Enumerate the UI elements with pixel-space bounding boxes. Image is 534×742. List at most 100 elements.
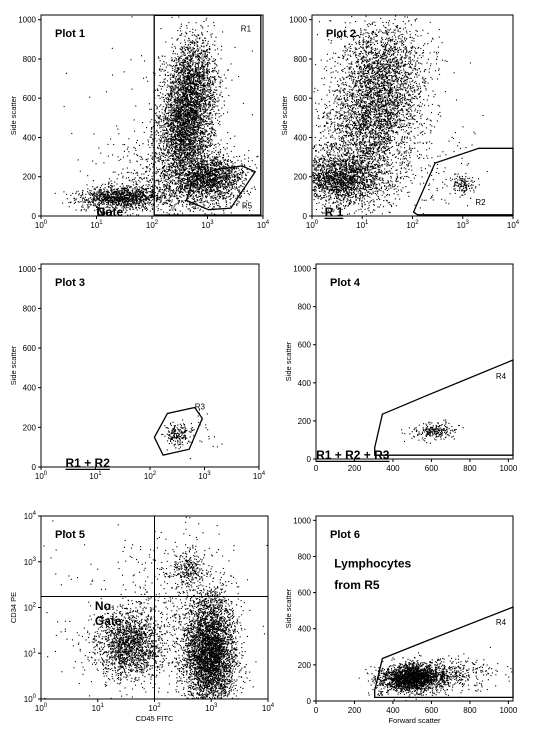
data-point xyxy=(181,50,183,52)
data-point xyxy=(168,167,170,169)
data-point xyxy=(203,163,205,165)
data-point xyxy=(187,130,189,132)
data-point xyxy=(184,93,186,95)
data-point xyxy=(177,67,179,69)
data-point xyxy=(167,75,169,77)
data-point xyxy=(190,148,192,150)
data-point xyxy=(165,119,167,121)
data-point xyxy=(192,155,194,157)
data-point xyxy=(178,114,180,116)
data-point xyxy=(176,145,178,147)
data-point xyxy=(184,72,186,74)
data-point xyxy=(189,101,191,103)
data-point xyxy=(208,104,210,106)
data-point xyxy=(211,56,213,58)
data-point xyxy=(160,120,162,122)
data-point xyxy=(158,180,160,182)
data-point xyxy=(143,77,145,79)
data-point xyxy=(192,161,194,163)
data-point xyxy=(190,50,192,52)
data-point xyxy=(199,77,201,79)
data-point xyxy=(184,148,186,150)
data-point xyxy=(183,71,185,73)
data-point xyxy=(183,166,185,168)
data-point xyxy=(164,55,166,57)
data-point xyxy=(187,113,189,115)
data-point xyxy=(214,60,216,62)
data-point xyxy=(161,112,163,114)
data-point xyxy=(209,85,211,87)
data-point xyxy=(175,76,177,78)
data-point xyxy=(190,85,192,87)
data-point xyxy=(195,111,197,113)
data-point xyxy=(192,169,194,171)
data-point xyxy=(170,89,172,91)
data-point xyxy=(199,80,201,82)
data-point xyxy=(223,104,225,106)
data-point xyxy=(198,101,200,103)
data-point xyxy=(203,87,205,89)
data-point xyxy=(190,59,192,61)
data-point xyxy=(225,174,227,176)
data-point xyxy=(244,158,246,160)
data-point xyxy=(183,61,185,63)
data-point xyxy=(174,104,176,106)
data-point xyxy=(205,130,207,132)
data-point xyxy=(184,66,186,68)
data-point xyxy=(208,187,210,189)
data-point xyxy=(170,167,172,169)
data-point xyxy=(207,85,209,87)
data-point xyxy=(190,99,192,101)
data-point xyxy=(205,172,207,174)
data-point xyxy=(193,72,195,74)
data-point xyxy=(198,38,200,40)
data-point xyxy=(187,100,189,102)
data-point xyxy=(202,128,204,130)
data-point xyxy=(163,121,165,123)
data-point xyxy=(197,88,199,90)
data-point xyxy=(207,99,209,101)
data-point xyxy=(170,136,172,138)
data-point xyxy=(193,110,195,112)
data-point xyxy=(192,155,194,157)
data-point xyxy=(206,109,208,111)
data-point xyxy=(185,144,187,146)
data-point xyxy=(192,101,194,103)
data-point xyxy=(183,170,185,172)
data-point xyxy=(186,124,188,126)
data-point xyxy=(212,69,214,71)
data-point xyxy=(192,31,194,33)
data-point xyxy=(183,99,185,101)
data-point xyxy=(182,123,184,125)
data-point xyxy=(184,149,186,151)
data-point xyxy=(192,116,194,118)
data-point xyxy=(205,120,207,122)
data-point xyxy=(163,166,165,168)
data-point xyxy=(196,73,198,75)
data-point xyxy=(181,98,183,100)
data-point xyxy=(202,77,204,79)
data-point xyxy=(195,183,197,185)
data-point xyxy=(189,191,191,193)
data-point xyxy=(199,82,201,84)
data-point xyxy=(190,114,192,116)
data-point xyxy=(225,177,227,179)
data-point xyxy=(206,72,208,74)
data-point xyxy=(169,94,171,96)
data-point xyxy=(166,106,168,108)
data-point xyxy=(204,97,206,99)
data-point xyxy=(188,128,190,130)
data-point xyxy=(163,63,165,65)
data-point xyxy=(187,133,189,135)
data-point xyxy=(180,114,182,116)
data-point xyxy=(197,174,199,176)
data-point xyxy=(181,136,183,138)
data-point xyxy=(197,148,199,150)
data-point xyxy=(183,139,185,141)
data-point xyxy=(210,162,212,164)
data-point xyxy=(181,86,183,88)
data-point xyxy=(187,86,189,88)
data-point xyxy=(168,100,170,102)
data-point xyxy=(227,189,229,191)
data-point xyxy=(217,142,219,144)
